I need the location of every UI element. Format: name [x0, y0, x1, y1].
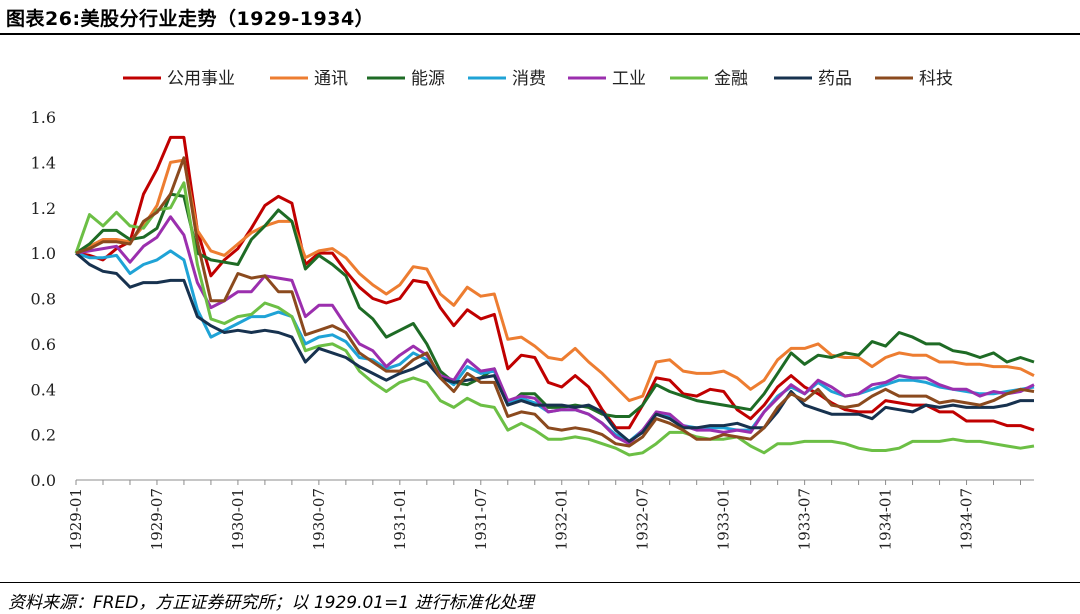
- legend-label: 科技: [919, 69, 953, 89]
- x-tick-label: 1933-07: [796, 488, 814, 550]
- x-tick-label: 1931-07: [472, 488, 490, 550]
- x-tick-label: 1930-01: [229, 488, 247, 550]
- y-tick-label: 1.2: [31, 199, 56, 218]
- y-tick-label: 0.4: [31, 380, 56, 399]
- y-tick-label: 1.4: [31, 153, 56, 172]
- x-tick-label: 1932-07: [634, 488, 652, 550]
- legend-label: 公用事业: [167, 69, 235, 89]
- x-tick-label: 1934-07: [958, 488, 976, 550]
- title-rule: [0, 33, 1080, 35]
- x-tick-label: 1934-01: [877, 488, 895, 550]
- chart-legend: 公用事业 通讯 能源 消费 工业 金融 药品 科技: [123, 69, 953, 89]
- figure-title: 图表26:美股分行业走势（1929-1934）: [6, 8, 375, 30]
- legend-label: 金融: [714, 69, 748, 89]
- series-line-药品: [75, 251, 1034, 443]
- legend-label: 工业: [612, 69, 646, 89]
- y-tick-label: 1.0: [31, 244, 56, 263]
- y-tick-label: 1.6: [31, 108, 56, 127]
- x-tick-label: 1933-01: [715, 488, 733, 550]
- series-line-金融: [74, 181, 1035, 457]
- series-line-通讯: [75, 158, 1035, 403]
- series-line-公用事业: [75, 135, 1035, 432]
- source-note: 资料来源：FRED，方正证券研究所；以 1929.01=1 进行标准化处理: [8, 593, 534, 613]
- series-line-科技: [75, 156, 1035, 448]
- y-tick-label: 0.2: [31, 426, 56, 445]
- series-line-工业: [75, 215, 1035, 446]
- x-tick-label: 1929-07: [148, 488, 166, 550]
- y-tick-label: 0.6: [31, 335, 56, 354]
- title-bar: 图表26:美股分行业走势（1929-1934）: [0, 0, 1080, 36]
- y-tick-label: 0.8: [31, 290, 56, 309]
- legend-label: 能源: [411, 69, 445, 89]
- line-chart: 公用事业 通讯 能源 消费 工业 金融 药品 科技 0.0 0.2 0.4 0.6 0.8 1.0 1.2…: [31, 69, 1035, 550]
- footer-rule: [0, 582, 1080, 583]
- x-axis: 1929-01 1929-07 1930-01 1930-07 1931-01 1931-…: [67, 479, 1034, 550]
- x-tick-label: 1931-01: [391, 488, 409, 550]
- legend-label: 药品: [818, 69, 852, 89]
- y-axis: 0.0 0.2 0.4 0.6 0.8 1.0 1.2 1.4 1.6: [31, 108, 56, 490]
- legend-label: 通讯: [314, 69, 348, 89]
- x-tick-label: 1932-01: [553, 488, 571, 550]
- legend-label: 消费: [512, 69, 546, 89]
- x-tick-label: 1930-07: [310, 488, 328, 550]
- x-tick-label: 1929-01: [67, 488, 85, 550]
- series-line-能源: [75, 192, 1035, 418]
- series-line-消费: [75, 249, 1035, 443]
- y-tick-label: 0.0: [31, 471, 56, 490]
- series-lines: [74, 135, 1035, 457]
